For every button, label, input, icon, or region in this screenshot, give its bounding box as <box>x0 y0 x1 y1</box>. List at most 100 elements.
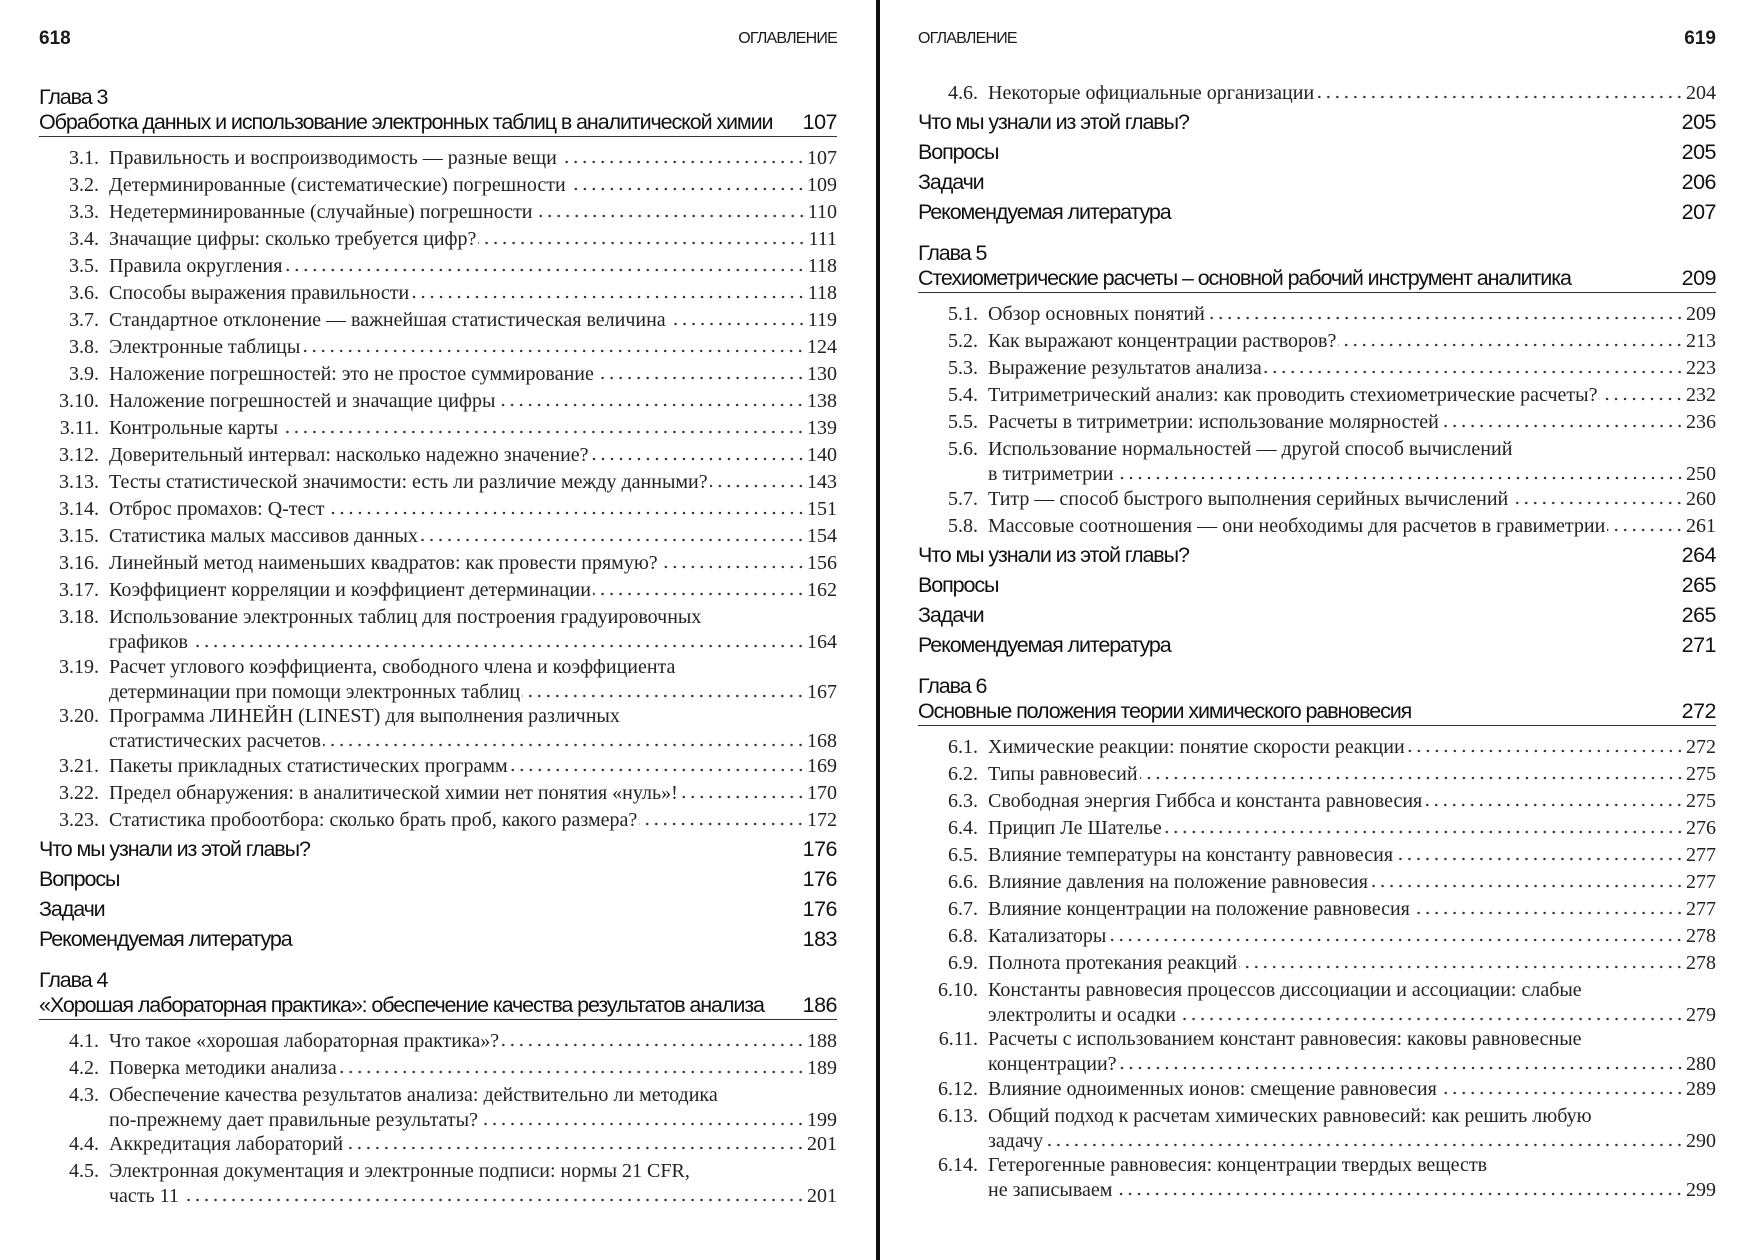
entry-number: 5.8. <box>948 514 978 537</box>
entry-line: 3.14. Отброс промахов: Q-тест 151 <box>39 496 837 523</box>
entry-page-number: 172 <box>807 808 837 831</box>
entry-title: Статистика малых массивов данных <box>109 525 418 547</box>
section-title: Что мы узнали из этой главы? <box>918 110 1190 134</box>
entry-line: в титриметрии 250 <box>918 463 1716 486</box>
toc-entry: 6.14. Гетерогенные равновесия: концентрац… <box>918 1152 1716 1202</box>
section-page-number: 205 <box>1681 140 1717 164</box>
toc-section: Рекомендуемая литература 207 <box>918 197 1717 227</box>
section-title: Рекомендуемая литература <box>918 200 1172 224</box>
dot-leader <box>567 183 805 191</box>
entry-page-number: 189 <box>807 1056 837 1079</box>
toc-section: Рекомендуемая литература 183 <box>39 924 838 954</box>
chapter-page-number: 107 <box>802 110 838 134</box>
dot-leader <box>1118 1062 1684 1070</box>
entry-title: Типы равновесий <box>988 762 1138 785</box>
section-page-number: 207 <box>1681 200 1717 224</box>
toc-entry: 6.9. Полнота протекания реакций 278 <box>918 950 1716 977</box>
entry-line: 3.21. Пакеты прикладных статистических пр… <box>39 753 837 780</box>
entry-number: 3.10. <box>59 390 99 412</box>
dot-leader <box>1239 960 1684 969</box>
entry-page-number: 156 <box>807 552 837 574</box>
entry-title: Использование электронных таблиц для пос… <box>109 606 702 628</box>
section-title: Рекомендуемая литература <box>918 632 1172 657</box>
entry-number: 3.13. <box>59 471 99 493</box>
chapter-title: «Хорошая лабораторная практика»: обеспеч… <box>39 992 765 1017</box>
section-page-number: 265 <box>1681 572 1717 597</box>
entry-page-number: 162 <box>807 579 837 601</box>
toc-entry: 3.7. Стандартное отклонение — важнейшая с… <box>39 307 837 334</box>
entry-title: Отброс промахов: Q-тест <box>109 498 325 520</box>
dot-leader <box>1438 1086 1684 1095</box>
entry-line: 3.7. Стандартное отклонение — важнейшая с… <box>39 307 837 334</box>
entry-number: 5.2. <box>948 330 978 352</box>
section-title: Рекомендуемая литература <box>39 926 293 951</box>
toc-entry: 3.13. Тесты статистической значимости: ес… <box>39 469 837 496</box>
entry-title: Влияние давления на положение равновесия <box>988 870 1368 893</box>
entry-page-number: 164 <box>807 631 837 653</box>
entry-page-number: 199 <box>807 1108 837 1131</box>
entry-number: 3.5. <box>69 255 99 277</box>
entry-title: Что такое «хорошая лабораторная практика… <box>109 1029 500 1052</box>
entry-page-number: 213 <box>1686 330 1716 352</box>
entry-number: 6.2. <box>948 762 978 785</box>
entry-line: 3.1. Правильность и воспроизводимость — р… <box>39 145 837 172</box>
dot-leader <box>479 1117 805 1126</box>
toc-entry: 6.3. Свободная энергия Гиббса и константа… <box>918 788 1716 815</box>
entry-line: 3.6. Способы выражения правильности 118 <box>39 280 837 307</box>
entry-title: Химические реакции: понятие скорости реа… <box>988 735 1405 758</box>
toc-list: Глава 3 Обработка данных и использование … <box>39 85 838 1208</box>
entry-title: графиков <box>109 631 188 653</box>
entry-number: 5.5. <box>948 411 978 433</box>
entry-line: 5.5. Расчеты в титриметрии: использование… <box>918 409 1716 436</box>
entry-title: Обзор основных понятий <box>988 303 1205 325</box>
toc-entry: 3.6. Способы выражения правильности 118 <box>39 280 837 307</box>
toc-section: Задачи 265 <box>918 600 1717 630</box>
entry-page-number: 169 <box>807 754 837 777</box>
chapter-heading: Глава 6 Основные положения теории химичес… <box>918 674 1717 726</box>
dot-leader <box>522 689 805 698</box>
entry-line: 3.20. Программа ЛИНЕЙН (LINEST) для выпол… <box>39 703 837 730</box>
entry-title: Титриметрический анализ: как проводить с… <box>988 384 1598 406</box>
entry-page-number: 109 <box>807 174 837 196</box>
entry-page-number: 151 <box>807 498 837 520</box>
section-page-number: 271 <box>1681 632 1717 657</box>
entry-title: Электронная документация и электронные п… <box>109 1160 690 1182</box>
toc-entry: 3.1. Правильность и воспроизводимость — р… <box>39 145 837 172</box>
entry-number: 3.15. <box>59 525 99 547</box>
section-title: Что мы узнали из этой главы? <box>39 836 311 861</box>
entry-title: Линейный метод наименьших квадратов: как… <box>109 552 658 574</box>
running-header: ОГЛАВЛЕНИЕ 619 <box>918 28 1716 52</box>
toc-entry: 3.21. Пакеты прикладных статистических пр… <box>39 753 837 780</box>
toc-entry: 5.6. Использование нормальностей — другой… <box>918 436 1716 486</box>
entry-page-number: 275 <box>1686 789 1716 812</box>
entry-line: электролиты и осадки 279 <box>918 1004 1716 1027</box>
toc-entry: 4.2. Поверка методики анализа 189 <box>39 1055 837 1082</box>
entry-line: 3.18. Использование электронных таблиц дл… <box>39 604 837 631</box>
entry-title: Как выражают концентрации растворов? <box>988 330 1337 352</box>
entry-line: 6.8. Катализаторы 278 <box>918 923 1716 950</box>
entry-page-number: 250 <box>1686 463 1716 485</box>
entry-title: Предел обнаружения: в аналитической хими… <box>109 781 678 804</box>
section-page-number: 176 <box>802 896 838 921</box>
chapter-page-number: 186 <box>802 992 838 1017</box>
entry-line: 6.10. Константы равновесия процессов дисс… <box>918 977 1716 1004</box>
toc-entry: 4.5. Электронная документация и электронн… <box>39 1158 837 1208</box>
entry-title: Программа ЛИНЕЙН (LINEST) для выполнения… <box>109 705 620 727</box>
section-page-number: 265 <box>1681 602 1717 627</box>
section-title: Вопросы <box>39 866 120 891</box>
entry-page-number: 209 <box>1686 303 1716 325</box>
entry-line: часть 11 201 <box>39 1185 837 1208</box>
entry-number: 6.3. <box>948 789 978 812</box>
toc-entry: 6.13. Общий подход к расчетам химических … <box>918 1103 1716 1153</box>
entry-number: 6.7. <box>948 897 978 920</box>
dot-leader <box>595 372 805 380</box>
entry-number: 5.7. <box>948 487 978 510</box>
entry-page-number: 289 <box>1686 1077 1716 1100</box>
entry-page-number: 140 <box>807 444 837 466</box>
entry-line: 5.3. Выражение результатов анализа 223 <box>918 355 1716 382</box>
toc-entry: 6.1. Химические реакции: понятие скорости… <box>918 734 1716 761</box>
toc-entry: 3.3. Недетерминированные (случайные) погр… <box>39 199 837 226</box>
entry-title: концентрации? <box>988 1053 1117 1075</box>
entry-title: Влияние температуры на константу равнове… <box>988 843 1394 866</box>
entry-number: 3.23. <box>59 808 99 831</box>
